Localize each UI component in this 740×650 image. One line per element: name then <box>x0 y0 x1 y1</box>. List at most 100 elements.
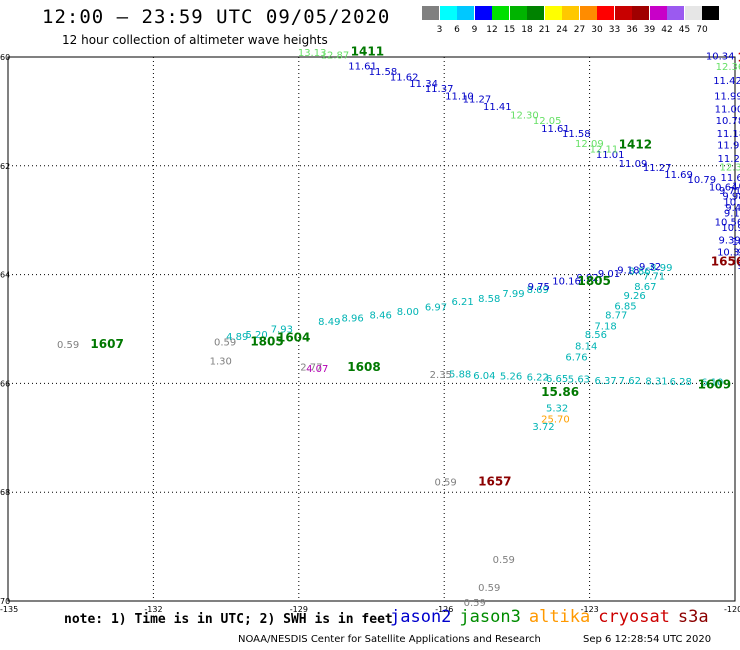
color-swatch <box>702 6 719 20</box>
wave-height-label: 11.61 <box>541 124 570 135</box>
track-time-label: 1412 <box>619 137 652 151</box>
lon-label: -126 <box>435 605 453 614</box>
map-subtitle: 12 hour collection of altimeter wave hei… <box>62 33 328 47</box>
wave-height-label: 11.58 <box>369 67 398 78</box>
wave-height-label: 5.63 <box>568 374 590 385</box>
wave-height-label: 9.32 <box>639 262 661 273</box>
wave-height-label: 3.72 <box>532 422 554 433</box>
wave-height-label: 11.10 <box>445 91 474 102</box>
lat-label: 68 <box>0 488 10 497</box>
track-time-label: 1805 <box>250 334 283 348</box>
wave-height-label: 8.49 <box>318 317 340 328</box>
wave-height-label: 11.58 <box>562 129 591 140</box>
track-time-label: 1607 <box>90 337 123 351</box>
wave-height-label: 9.98 <box>722 192 740 203</box>
color-swatch <box>492 6 509 20</box>
wave-height-label: 12.36 <box>716 62 740 73</box>
wave-height-label: 10.56 <box>715 218 740 229</box>
wave-height-label: 6.76 <box>565 353 587 364</box>
wave-height-label: 9.40 <box>725 203 740 214</box>
wave-height-label: 11.27 <box>643 163 672 174</box>
wave-height-label: 11.37 <box>425 84 454 95</box>
color-scale-label: 30 <box>591 25 603 35</box>
color-scale-label: 24 <box>556 25 568 35</box>
lat-label: 66 <box>0 379 10 388</box>
wave-height-label: 7.99 <box>502 289 524 300</box>
map-title: 12:00 – 23:59 UTC 09/05/2020 <box>42 6 391 28</box>
generated-timestamp: Sep 6 12:28:54 UTC 2020 <box>583 634 712 645</box>
wave-height-label: 1.30 <box>210 356 232 367</box>
wave-height-label: 11.34 <box>409 79 438 90</box>
color-swatch <box>527 6 544 20</box>
lon-label: -132 <box>144 605 162 614</box>
color-swatch <box>667 6 684 20</box>
color-scale-label: 39 <box>643 25 656 35</box>
wave-height-label: 10.91 <box>721 223 740 234</box>
color-scale-label: 70 <box>696 25 708 35</box>
wave-height-label: 11.62 <box>390 72 419 83</box>
track-time-label: 1657 <box>478 475 511 489</box>
color-swatch <box>422 6 439 20</box>
wave-height-label: 8.69 <box>527 285 549 296</box>
wave-height-label: 8.56 <box>585 330 607 341</box>
wave-height-label: 9.94 <box>737 248 740 259</box>
wave-height-label: 7.62 <box>619 376 641 387</box>
wave-height-label: 5.88 <box>449 369 471 380</box>
wave-height-label: 10.19 <box>732 182 740 193</box>
wave-height-label: 2.35 <box>430 370 452 381</box>
wave-height-label: 9.68 <box>737 261 740 272</box>
lat-label: 62 <box>0 162 10 171</box>
wave-height-label: 11.27 <box>463 95 492 106</box>
track-time-label: 1411 <box>351 44 384 58</box>
track-time-label: 1749 <box>737 50 740 64</box>
wave-height-label: 10.34 <box>706 52 735 63</box>
map-frame <box>7 56 736 602</box>
color-scale-label: 42 <box>661 25 673 35</box>
wave-height-label: 8.77 <box>605 311 627 322</box>
color-scale-label: 6 <box>454 25 460 35</box>
color-scale-label: 36 <box>626 25 638 35</box>
lon-label: -123 <box>581 605 599 614</box>
track-time-label: 1604 <box>277 331 310 345</box>
wave-height-label: 4.07 <box>306 364 328 375</box>
credit-line: NOAA/NESDIS Center for Satellite Applica… <box>238 634 541 645</box>
wave-height-label: 2.77 <box>300 362 322 373</box>
color-swatch <box>457 6 474 20</box>
color-swatch <box>562 6 579 20</box>
color-scale-label: 21 <box>538 25 551 35</box>
wave-height-label: 0.59 <box>478 583 500 594</box>
color-swatch <box>439 6 457 20</box>
wave-height-label: 6.97 <box>425 303 447 314</box>
wave-height-label: 8.99 <box>650 263 672 274</box>
wave-height-label: 8.46 <box>370 311 392 322</box>
legend-cryosat: cryosat <box>598 607 670 627</box>
wave-height-label: 6.28 <box>670 377 692 388</box>
color-scale-label: 9 <box>471 25 478 35</box>
wave-height-label: 11.61 <box>348 62 377 73</box>
wave-height-label: 11.69 <box>664 170 693 181</box>
wave-height-label: 8.86 <box>628 267 650 278</box>
legend-jason3: jason3 <box>459 607 521 627</box>
wave-height-label: 8.58 <box>478 294 500 305</box>
wave-height-label: 6.21 <box>451 297 473 308</box>
color-swatch <box>509 6 527 20</box>
lat-label: 60 <box>0 53 10 62</box>
wave-height-label: 10.35 <box>739 169 740 180</box>
wave-height-label: 0.59 <box>57 340 79 351</box>
wave-height-label: 8.31 <box>645 376 667 387</box>
wave-height-label: 9.92 <box>577 273 599 284</box>
wave-height-label: 12.09 <box>575 139 604 150</box>
wave-height-label: 10.79 <box>688 175 717 186</box>
units-note: note: 1) Time is in UTC; 2) SWH is in fe… <box>64 612 393 627</box>
wave-height-label: 7.71 <box>643 271 665 282</box>
color-swatch <box>632 6 649 20</box>
color-scale-label: 3 <box>436 25 443 35</box>
satellite-legend: jason2 jason3 altika cryosat s3a <box>390 607 717 627</box>
wave-height-label: 9.26 <box>624 291 646 302</box>
color-swatch <box>649 6 667 20</box>
color-swatch <box>579 6 597 20</box>
color-scale-label: 27 <box>573 25 586 35</box>
wave-height-label: 11.00 <box>715 104 740 115</box>
color-scale-label: 15 <box>503 25 516 35</box>
